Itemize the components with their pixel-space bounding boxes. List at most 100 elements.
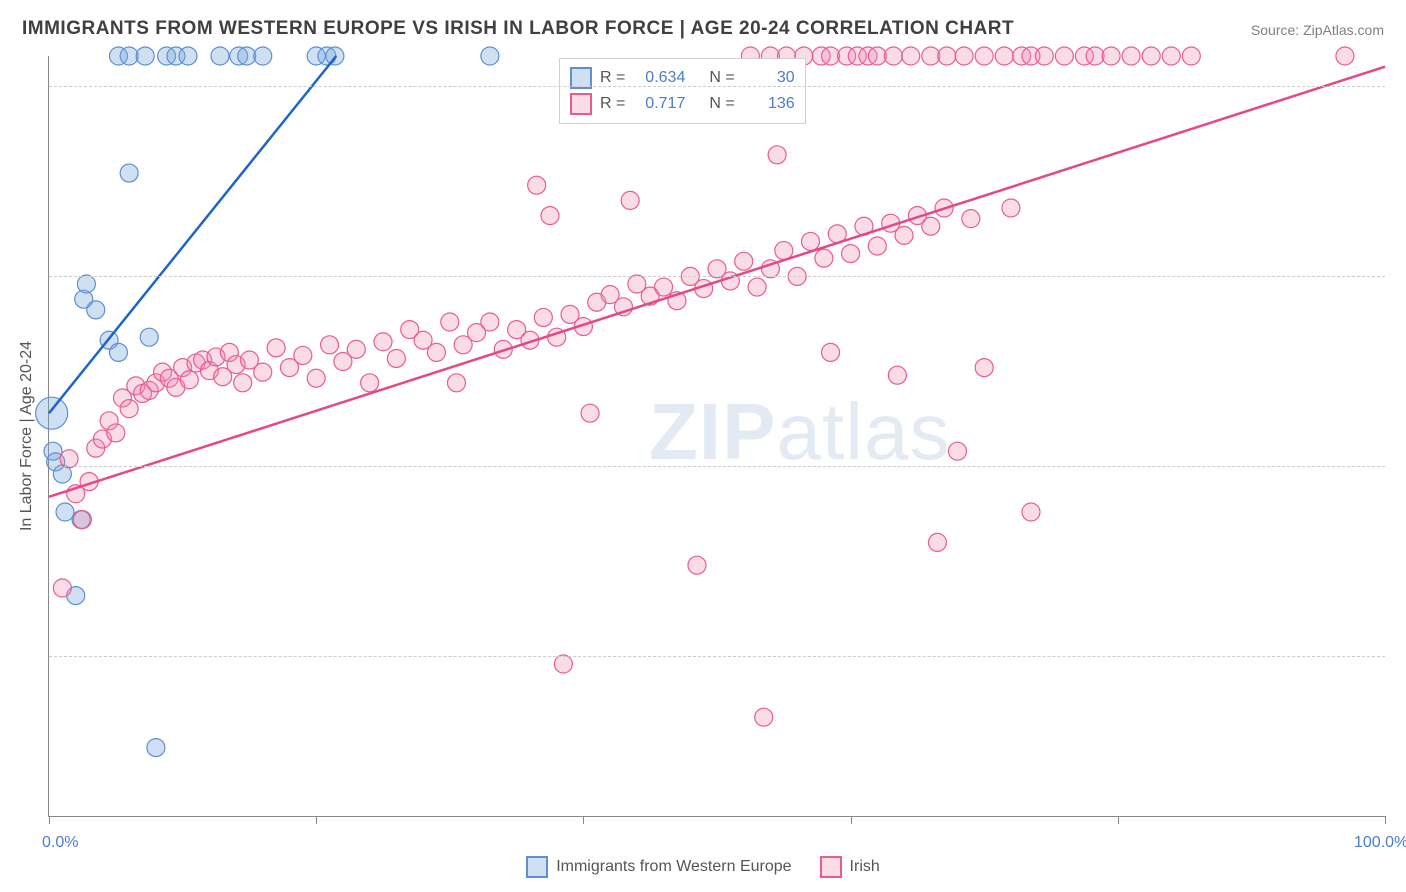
scatter-point-blue (56, 503, 74, 521)
gridline-h (49, 466, 1385, 467)
scatter-point-pink (748, 278, 766, 296)
scatter-point-pink (528, 176, 546, 194)
scatter-point-pink (938, 47, 956, 65)
scatter-point-pink (755, 708, 773, 726)
scatter-point-pink (387, 349, 405, 367)
x-tick-label: 100.0% (1354, 834, 1406, 852)
scatter-point-pink (902, 47, 920, 65)
scatter-point-pink (73, 511, 91, 529)
scatter-point-pink (922, 47, 940, 65)
scatter-point-pink (441, 313, 459, 331)
scatter-point-pink (822, 343, 840, 361)
scatter-point-pink (294, 346, 312, 364)
n-value-pink: 136 (743, 95, 795, 113)
scatter-point-pink (975, 47, 993, 65)
scatter-point-pink (481, 313, 499, 331)
scatter-point-pink (621, 191, 639, 209)
scatter-point-blue (109, 343, 127, 361)
legend-bottom: Immigrants from Western Europe Irish (0, 856, 1406, 878)
scatter-point-blue (136, 47, 154, 65)
scatter-point-blue (36, 397, 68, 429)
x-tick (49, 816, 50, 824)
y-tick-label: 62.5% (1395, 647, 1406, 665)
scatter-point-pink (1182, 47, 1200, 65)
scatter-point-pink (895, 226, 913, 244)
scatter-point-pink (884, 47, 902, 65)
scatter-point-pink (888, 366, 906, 384)
source-attribution: Source: ZipAtlas.com (1251, 22, 1384, 38)
scatter-point-pink (962, 210, 980, 228)
scatter-point-pink (922, 217, 940, 235)
scatter-point-blue (481, 47, 499, 65)
n-label: N = (709, 95, 734, 113)
scatter-point-pink (107, 424, 125, 442)
scatter-point-pink (307, 369, 325, 387)
scatter-point-blue (140, 328, 158, 346)
scatter-point-pink (802, 232, 820, 250)
scatter-point-pink (1086, 47, 1104, 65)
chart-title: IMMIGRANTS FROM WESTERN EUROPE VS IRISH … (22, 18, 1014, 40)
scatter-point-pink (928, 533, 946, 551)
r-label: R = (600, 69, 625, 87)
scatter-point-pink (534, 308, 552, 326)
trend-line-pink (49, 67, 1385, 497)
scatter-point-pink (1336, 47, 1354, 65)
scatter-point-pink (822, 47, 840, 65)
n-label: N = (709, 69, 734, 87)
scatter-point-blue (147, 739, 165, 757)
scatter-point-pink (775, 242, 793, 260)
scatter-point-pink (321, 336, 339, 354)
scatter-point-pink (581, 404, 599, 422)
scatter-point-pink (735, 252, 753, 270)
scatter-point-pink (868, 237, 886, 255)
correlation-row-pink: R = 0.717 N = 136 (570, 91, 795, 117)
scatter-point-pink (1102, 47, 1120, 65)
scatter-point-pink (541, 207, 559, 225)
legend-label-blue: Immigrants from Western Europe (556, 858, 791, 876)
scatter-point-pink (374, 333, 392, 351)
y-tick-label: 87.5% (1395, 267, 1406, 285)
x-tick (583, 816, 584, 824)
scatter-point-pink (1035, 47, 1053, 65)
chart-container: IMMIGRANTS FROM WESTERN EUROPE VS IRISH … (0, 0, 1406, 892)
scatter-point-pink (267, 339, 285, 357)
scatter-point-pink (361, 374, 379, 392)
source-name: ZipAtlas.com (1303, 22, 1384, 38)
scatter-point-blue (77, 275, 95, 293)
scatter-point-pink (688, 556, 706, 574)
legend-item-blue: Immigrants from Western Europe (526, 856, 791, 878)
gridline-h (49, 276, 1385, 277)
correlation-legend: R = 0.634 N = 30 R = 0.717 N = 136 (559, 58, 806, 124)
scatter-point-blue (238, 47, 256, 65)
scatter-point-pink (447, 374, 465, 392)
scatter-point-pink (60, 450, 78, 468)
x-tick (1118, 816, 1119, 824)
x-tick-label: 0.0% (42, 834, 78, 852)
x-tick (851, 816, 852, 824)
scatter-point-pink (1162, 47, 1180, 65)
scatter-point-pink (1055, 47, 1073, 65)
scatter-point-blue (120, 164, 138, 182)
scatter-point-pink (53, 579, 71, 597)
legend-swatch-blue (526, 856, 548, 878)
scatter-point-pink (1022, 503, 1040, 521)
scatter-point-pink (1142, 47, 1160, 65)
legend-swatch-pink (570, 93, 592, 115)
x-tick (316, 816, 317, 824)
scatter-svg (49, 56, 1385, 816)
legend-label-pink: Irish (850, 858, 880, 876)
scatter-point-pink (868, 47, 886, 65)
scatter-point-pink (234, 374, 252, 392)
x-tick (1385, 816, 1386, 824)
scatter-point-pink (655, 278, 673, 296)
scatter-point-pink (254, 363, 272, 381)
scatter-point-blue (87, 301, 105, 319)
scatter-point-pink (948, 442, 966, 460)
scatter-point-pink (427, 343, 445, 361)
scatter-point-blue (211, 47, 229, 65)
scatter-point-pink (1002, 199, 1020, 217)
plot-area: ZIPatlas R = 0.634 N = 30 R = 0.717 N = … (48, 56, 1385, 817)
gridline-h (49, 656, 1385, 657)
scatter-point-blue (254, 47, 272, 65)
scatter-point-pink (975, 359, 993, 377)
